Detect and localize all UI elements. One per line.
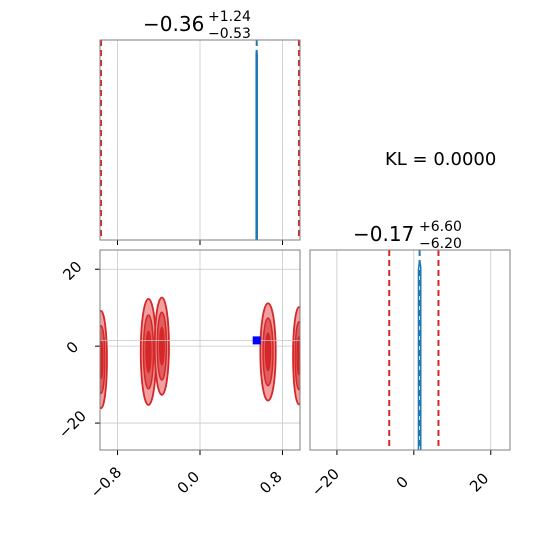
tick-label-joint-x-1: 0.0	[174, 468, 204, 498]
frame-p2	[309, 249, 511, 451]
frame-joint	[99, 249, 301, 451]
tick-label-joint-x-0: −0.8	[87, 463, 125, 501]
frame-p1	[99, 39, 301, 241]
title-param2-sub: −6.20	[419, 236, 462, 252]
tick-label-joint-x-2: 0.8	[256, 468, 286, 498]
contour-inner-1	[145, 330, 152, 374]
injection-marker	[252, 336, 261, 345]
marginal-panel-param2: −20 0 20	[308, 249, 511, 500]
tick-label-p2-1: 0	[393, 473, 412, 492]
title-param1-sub: −0.53	[208, 26, 251, 42]
title-param2: −0.17	[353, 222, 414, 246]
marginal-panel-param1	[99, 39, 301, 245]
contour-inner-4	[296, 336, 300, 376]
tick-label-joint-y-2: 20	[59, 258, 85, 284]
contour-inner-3	[264, 332, 272, 372]
tick-label-p2-2: 20	[466, 469, 492, 495]
title-param1-sup: +1.24	[208, 9, 251, 25]
tick-label-p2-0: −20	[308, 465, 343, 500]
title-param2-sup: +6.60	[419, 219, 462, 235]
density-contours	[100, 296, 300, 410]
contour-inner-2	[158, 326, 165, 366]
tick-label-joint-y-0: −20	[55, 407, 90, 442]
tick-label-joint-y-1: 0	[63, 338, 82, 357]
joint-panel: −0.8 0.0 0.8 −20 0 20	[55, 249, 301, 502]
kl-annotation: KL = 0.0000	[385, 149, 496, 170]
title-param1: −0.36	[143, 12, 204, 36]
